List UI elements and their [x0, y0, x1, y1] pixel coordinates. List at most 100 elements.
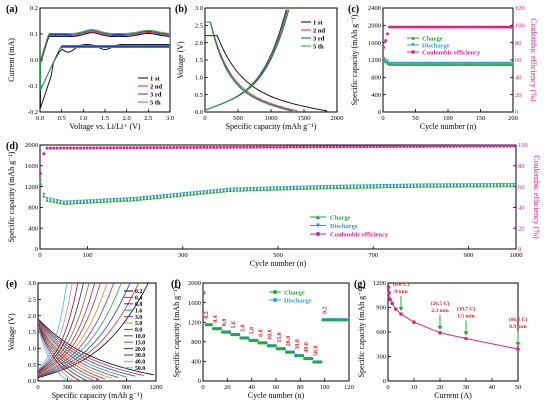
charge-point [172, 194, 176, 198]
ce-point [198, 145, 202, 149]
charge-point [283, 347, 286, 351]
charge-point [355, 185, 359, 189]
ce-point [115, 146, 119, 150]
legend-marker [316, 223, 320, 228]
ce-point [458, 144, 462, 148]
annotation-time: 0.9 min [509, 324, 526, 330]
charge-point [485, 184, 489, 188]
ce-point [172, 146, 176, 150]
charge-point [512, 183, 516, 188]
ce-point [78, 146, 82, 150]
charge-point [368, 185, 372, 189]
panel-f: 0 20 40 60 80 100 1200400800120016002000Cycle … [171, 279, 354, 400]
charge-point [105, 199, 109, 203]
x-tick-label: 0 [36, 384, 39, 391]
ce-point [408, 145, 412, 149]
ce-point [188, 145, 192, 149]
ce-point [479, 25, 483, 29]
charge-point [258, 187, 262, 192]
charge-curve [38, 283, 79, 372]
charge-point [298, 186, 302, 190]
discharge-curve [38, 326, 68, 381]
charge-point [168, 194, 173, 198]
ce-point [425, 144, 429, 148]
charge-point [345, 318, 348, 322]
ce-point [308, 145, 312, 149]
charge-point [42, 194, 46, 198]
charge-point [268, 187, 272, 191]
panel-d: 0 100 300 500 700 900 10000400800120016002000C… [6, 141, 541, 268]
y2-tick-label: 20 [515, 92, 522, 99]
panel-a: 0.0 0.5 1.0 1.5 2.0 2.5 3.0 -0.2 -0.1 0.0 0.1 0.2 Vo… [6, 4, 174, 131]
charge-point [72, 201, 76, 205]
ce-point [399, 25, 403, 29]
charge-point [125, 198, 129, 202]
charge-point [202, 191, 206, 195]
charge-point [98, 199, 103, 203]
charge-point [88, 200, 93, 204]
ce-point [152, 146, 156, 150]
ce-point [185, 145, 189, 149]
ce-point [415, 25, 419, 29]
charge-point [422, 184, 426, 188]
legend-marker [273, 298, 277, 302]
ce-point [288, 145, 292, 149]
charge-point [412, 184, 416, 188]
y-axis-label: Specific capacity (mAh g⁻¹) [172, 286, 181, 377]
y-axis-label: Specific capacity (mAh g⁻¹) [357, 286, 366, 377]
charge-point [210, 323, 213, 327]
discharge-curve [38, 318, 155, 376]
legend-label: Coulombic efficiency [422, 49, 481, 56]
ce-point [465, 144, 469, 148]
x-tick-label: 0 [386, 384, 389, 391]
charge-curve [38, 283, 149, 379]
y-tick-label: 1.5 [195, 57, 203, 64]
charge-point [222, 189, 226, 193]
ce-point [298, 145, 302, 149]
y-tick-label: -0.2 [28, 109, 38, 116]
y-tick-label: 1200 [373, 280, 386, 287]
charge-point [38, 181, 43, 185]
charge-point [398, 184, 402, 189]
ce-point [295, 145, 299, 149]
legend-label: 30.0 [135, 353, 145, 359]
legend-label: 5 th [150, 99, 161, 106]
charge-point [301, 354, 305, 358]
ce-point [378, 145, 382, 149]
panel-label: (c) [348, 4, 359, 15]
ce-point [58, 146, 62, 150]
ce-point [432, 144, 436, 148]
charge-point [95, 199, 99, 204]
charge-point [408, 184, 412, 188]
ce-point [142, 146, 146, 150]
charge-point [395, 184, 399, 189]
ce-point [342, 145, 346, 149]
ce-point [98, 146, 102, 150]
x-tick-label: 2.0 [123, 115, 131, 122]
ce-point [255, 145, 259, 149]
legend-label: 15.0 [135, 340, 145, 346]
ce-point [505, 144, 509, 148]
charge-point [245, 188, 249, 192]
legend-label: Coulombic efficiency [330, 231, 389, 238]
charge-point [448, 184, 452, 188]
y2-axis-label: Coulombic efficiency (%) [532, 155, 541, 239]
ce-point [128, 146, 132, 150]
y-tick-label: 1600 [25, 163, 38, 170]
annotation-rate: (66.2 C) [509, 316, 528, 323]
ce-point [322, 145, 326, 149]
charge-point [78, 200, 83, 204]
charge-point [465, 184, 469, 188]
ce-point [55, 146, 59, 150]
charge-point [458, 184, 462, 188]
ce-point [85, 146, 89, 150]
ce-point [208, 145, 212, 149]
legend-label: 20.0 [135, 347, 145, 353]
ce-point [425, 25, 428, 29]
ce-point [464, 25, 467, 29]
ce-point [436, 25, 440, 29]
charge-point [282, 187, 286, 191]
legend-marker [411, 36, 415, 40]
x-tick-label: 100 [443, 115, 453, 122]
